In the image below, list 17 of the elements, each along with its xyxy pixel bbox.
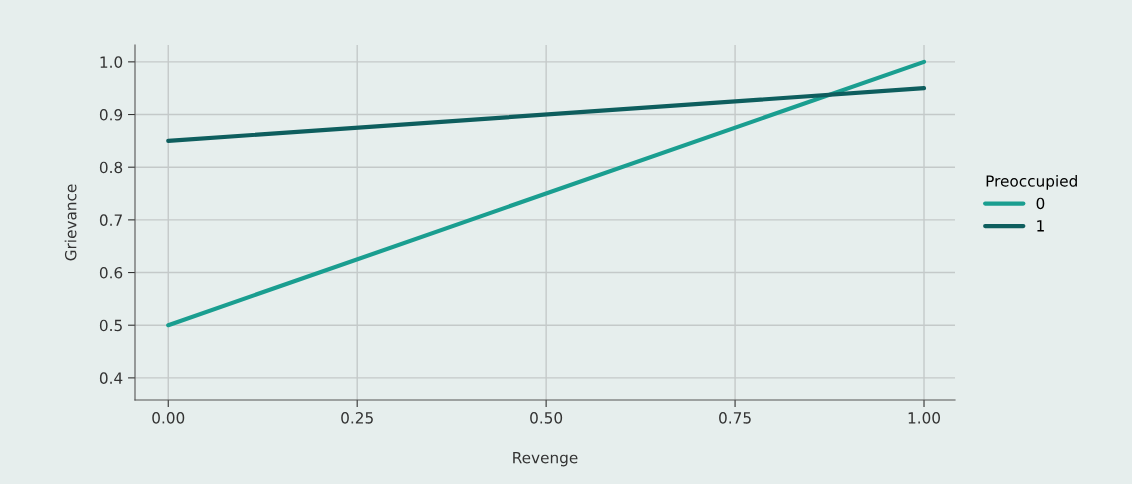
y-tick-label: 1.0 — [100, 56, 123, 68]
x-tick-label: 0.00 — [152, 412, 185, 424]
x-tick-label: 1.00 — [908, 412, 941, 424]
x-tick-label: 0.75 — [719, 412, 751, 424]
x-tick-label: 0.50 — [530, 412, 563, 424]
legend-label: 0 — [1036, 197, 1045, 210]
y-tick-label: 0.8 — [99, 161, 123, 174]
y-tick-label: 0.6 — [99, 267, 123, 279]
x-tick-label: 0.25 — [341, 412, 373, 424]
legend-label: 1 — [1037, 220, 1044, 232]
y-tick-label: 0.9 — [99, 108, 123, 121]
y-tick-label: 0.4 — [99, 372, 123, 384]
y-tick-label: 0.5 — [99, 319, 122, 332]
y-tick-label: 0.7 — [99, 214, 122, 226]
y-axis-title: Grievance — [64, 184, 77, 261]
x-axis-title: Revenge — [513, 452, 578, 467]
legend-title: Preoccupied — [986, 174, 1077, 190]
